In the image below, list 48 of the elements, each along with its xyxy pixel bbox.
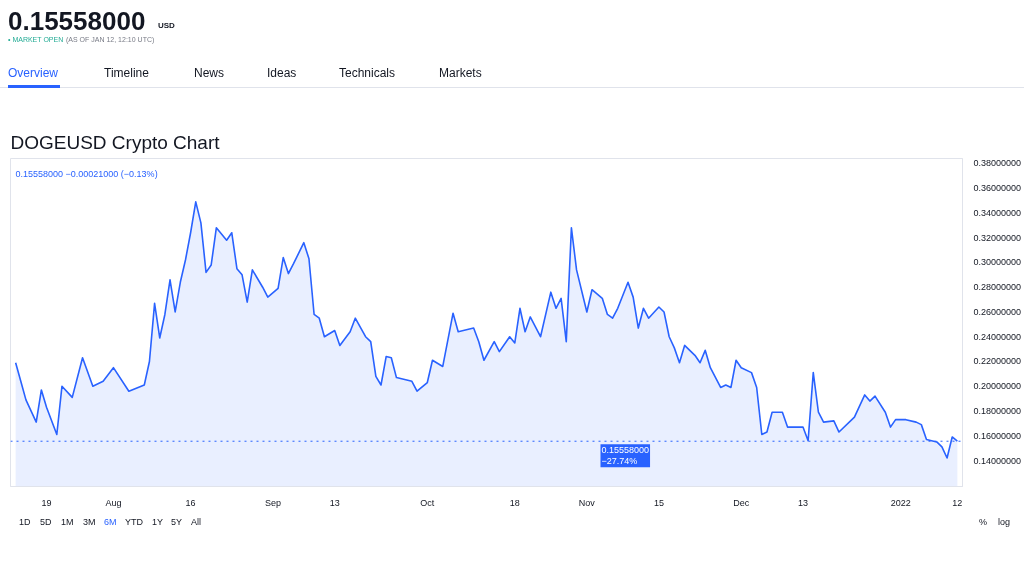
- x-tick-label: 2022: [890, 497, 911, 508]
- y-tick-label: 0.36000000: [973, 183, 1022, 194]
- y-tick-label: 0.16000000: [973, 430, 1022, 441]
- y-tick-label: 0.26000000: [973, 306, 1022, 317]
- y-tick-label: 0.24000000: [973, 331, 1022, 342]
- text: USD: [158, 21, 175, 30]
- text: 5Y: [171, 516, 183, 529]
- x-tick-label: Dec: [733, 497, 750, 508]
- text: 1M: [61, 516, 74, 529]
- y-tick-label: 0.32000000: [973, 232, 1022, 243]
- text: 1Y: [152, 516, 164, 529]
- text: Technicals: [339, 66, 396, 80]
- text: 5D: [40, 516, 52, 529]
- x-tick-label: Aug: [105, 497, 122, 508]
- y-tick-label: 0.30000000: [973, 257, 1022, 268]
- annotation: 0.15558000 −0.00021000 (−0.13%): [15, 168, 158, 179]
- text: Timeline: [104, 66, 149, 80]
- text: 0.15558000: [8, 6, 146, 36]
- chart-title: DOGEUSD Crypto Chart: [10, 131, 221, 153]
- x-tick-label: 16: [185, 497, 196, 508]
- x-tick-label: 15: [653, 497, 664, 508]
- y-tick-label: 0.22000000: [973, 356, 1022, 367]
- text: 1D: [19, 516, 31, 529]
- text: log: [998, 516, 1011, 529]
- text: Ideas: [267, 66, 297, 80]
- text: %: [979, 516, 988, 529]
- x-tick-label: 13: [329, 497, 340, 508]
- y-tick-label: 0.28000000: [973, 282, 1022, 293]
- text: Overview: [8, 66, 59, 80]
- text: All: [191, 516, 202, 529]
- y-tick-label: 0.14000000: [973, 455, 1022, 466]
- y-tick-label: 0.34000000: [973, 207, 1022, 218]
- x-tick-label: 18: [509, 497, 520, 508]
- x-tick-label: 19: [41, 497, 52, 508]
- y-tick-label: 0.18000000: [973, 406, 1022, 416]
- ref-line-label: 0.15558000 −27.74%: [601, 445, 650, 467]
- x-tick-label: Sep: [264, 497, 281, 508]
- y-tick-label: 0.20000000: [973, 381, 1022, 392]
- text: Markets: [439, 66, 482, 80]
- y-tick-label: 0.38000000: [973, 158, 1022, 169]
- x-tick-label: Oct: [420, 497, 435, 508]
- x-tick-label: 13: [797, 497, 808, 508]
- text: 6M: [104, 516, 117, 529]
- text: News: [194, 66, 225, 80]
- text: YTD: [125, 516, 143, 529]
- x-tick-label: 12: [952, 497, 963, 508]
- x-tick-label: Nov: [578, 497, 596, 508]
- text: 3M: [83, 516, 96, 529]
